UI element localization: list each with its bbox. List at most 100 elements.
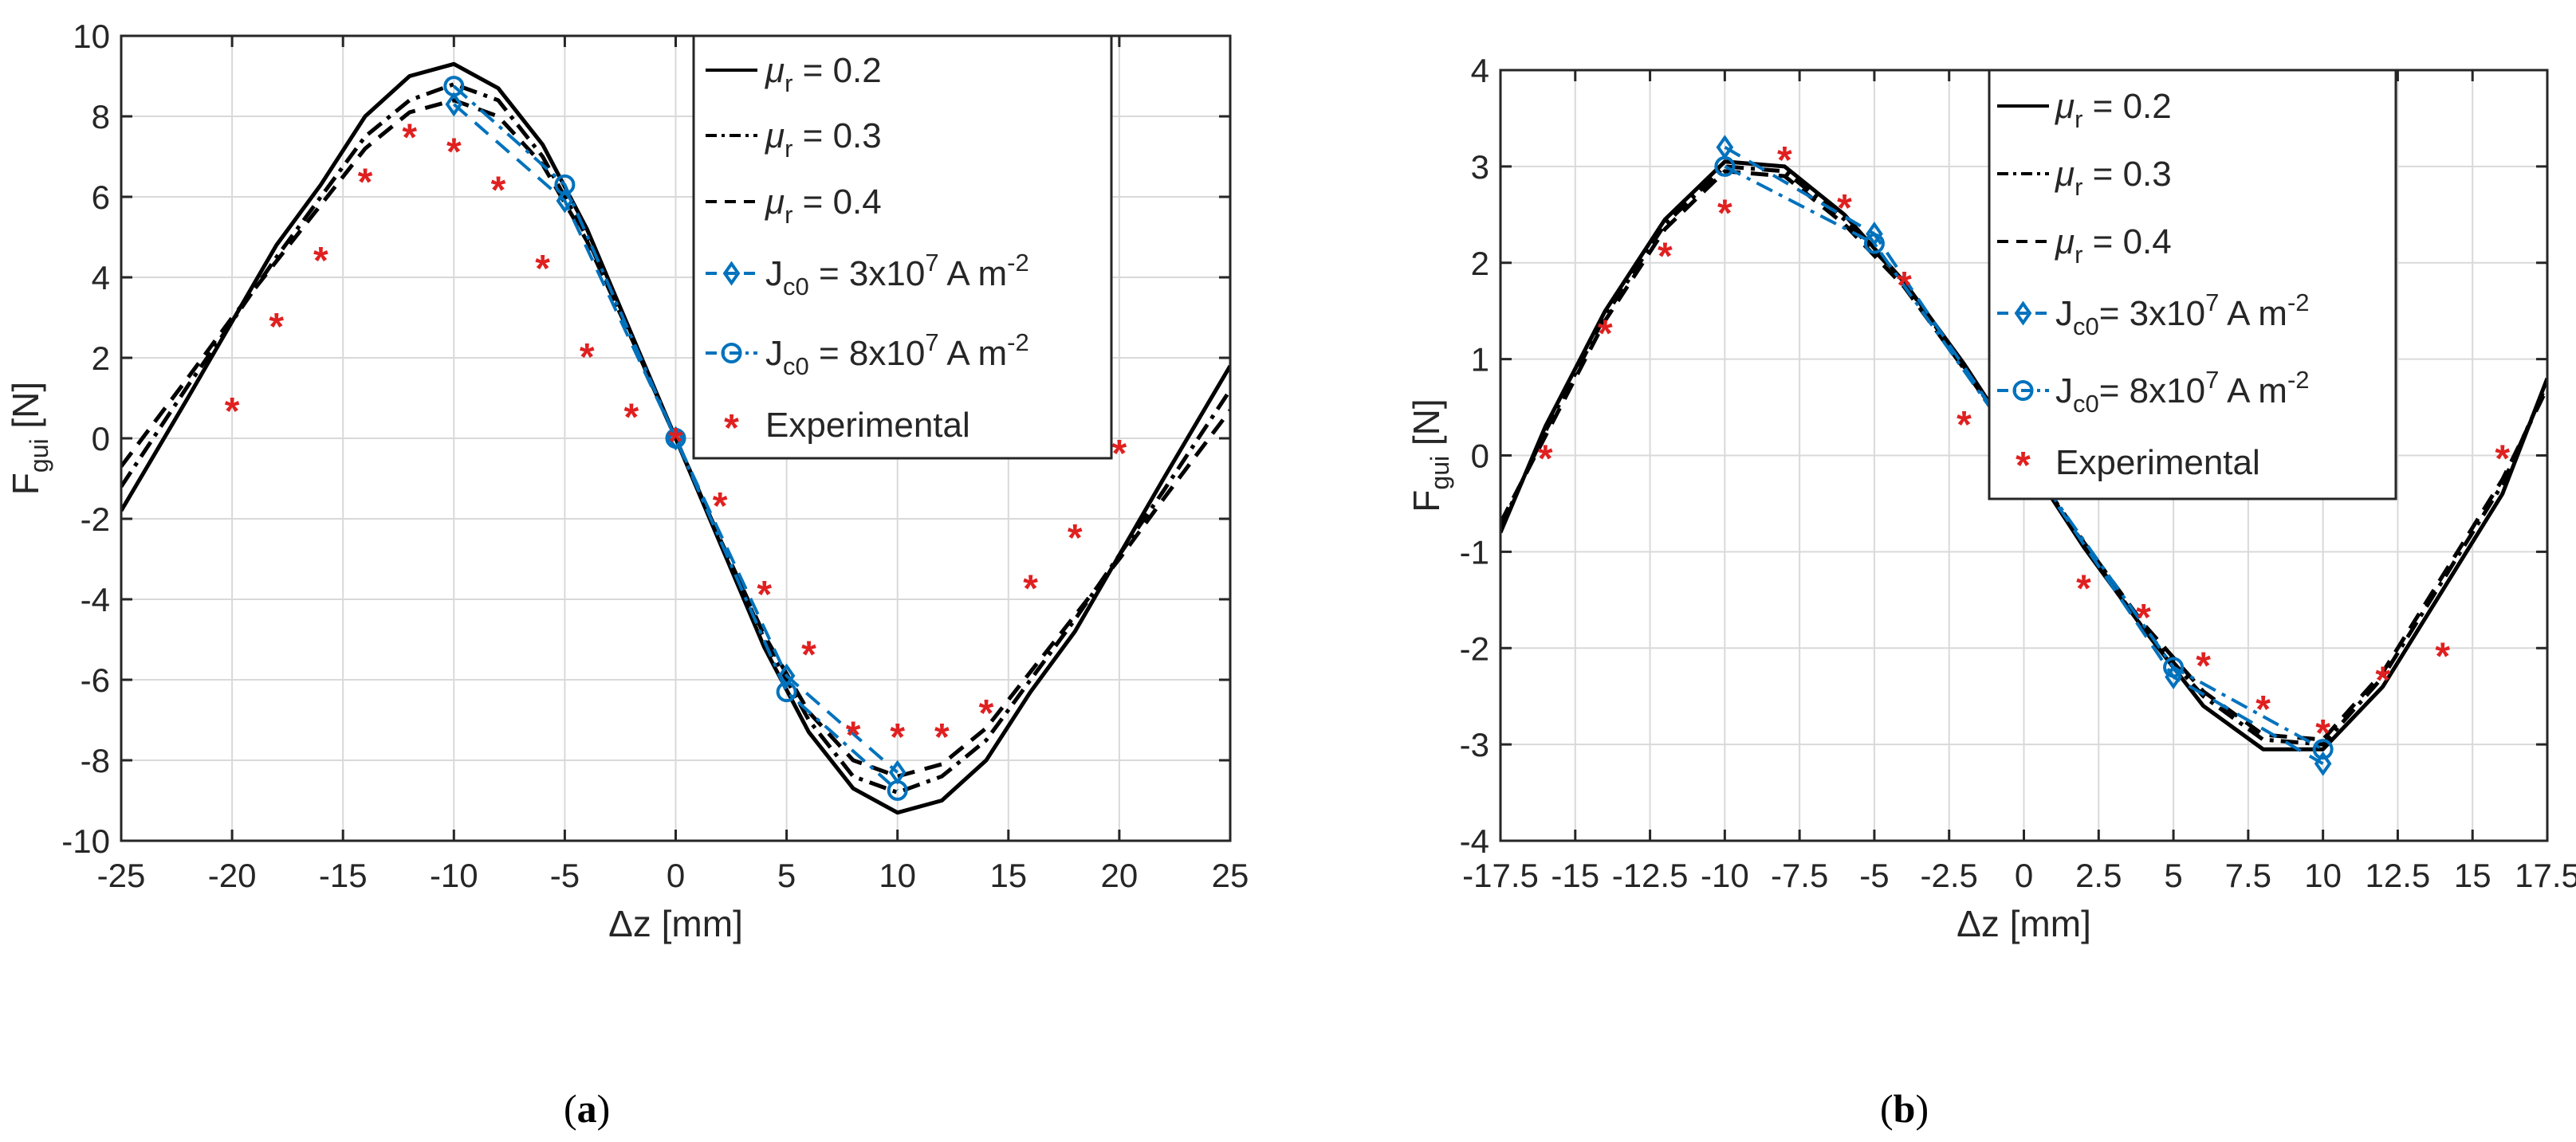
legend-item-2: μr = 0.3 — [1997, 155, 2172, 201]
legend-swatch-marker — [721, 343, 742, 363]
series-6-point: * — [2076, 568, 2091, 610]
y-tick-label: 4 — [92, 259, 110, 296]
series-6-point: * — [2375, 660, 2390, 702]
series-5-point — [665, 428, 686, 449]
y-axis-title: Fgui [N] — [5, 382, 53, 495]
x-tick-label: -10 — [430, 857, 478, 894]
legend-label-sup2: -2 — [1007, 249, 1029, 277]
series-6-point: * — [1658, 236, 1673, 278]
y-tick-label: 4 — [1471, 52, 1489, 89]
x-tick-label: -17.5 — [1462, 857, 1539, 894]
ticks: -25 -20 -15 -10 -5 0 5 10 15 20 25-10-8-6-4-202468… — [61, 18, 1249, 894]
legend-item-6: * Experimental — [724, 406, 970, 449]
legend-label-sub: r — [2075, 241, 2082, 269]
series-6-point: * — [668, 421, 683, 463]
series-6-point: * — [1538, 438, 1553, 481]
x-tick-label: 0 — [2015, 857, 2033, 894]
chart-b-svg: *****************-17.5-15-12.5-10-7.5-5-… — [1406, 52, 2576, 944]
legend-label-symbol: μ — [2055, 87, 2075, 126]
series-6-point: * — [535, 248, 550, 290]
series-6-point: * — [624, 397, 639, 439]
caption-a-letter: a — [576, 1086, 597, 1131]
y-tick-label: 0 — [1471, 438, 1489, 475]
legend-label: μr = 0.3 — [2055, 155, 2172, 201]
series-4-point — [556, 188, 574, 214]
legend-label: μr = 0.4 — [765, 182, 882, 229]
legend-label: Experimental — [765, 406, 970, 445]
x-tick-label: 10 — [879, 857, 916, 894]
series-6-point: * — [402, 117, 417, 159]
y-tick-label: -10 — [61, 822, 110, 860]
legend-item-4: Jc0= 3x107 A m-2 — [1997, 288, 2310, 340]
series-6-point: * — [846, 715, 861, 757]
legend-label-unit: A m — [2219, 371, 2287, 410]
series-6-point: * — [1023, 567, 1038, 610]
x-tick-label: 10 — [2304, 857, 2342, 894]
series-5-point — [887, 779, 908, 801]
series-5-point — [1863, 233, 1885, 254]
series-6-point: * — [2196, 645, 2211, 687]
legend-label-sup: 7 — [925, 249, 938, 277]
legend-label-sub: r — [2075, 173, 2082, 201]
y-tick-label: 2 — [92, 339, 110, 377]
series-6-point: * — [1112, 433, 1127, 475]
series-line-5 — [1724, 165, 2324, 751]
series-6-point: * — [269, 306, 284, 348]
legend-label: Jc0= 8x107 A m-2 — [2055, 366, 2310, 418]
series-5-point — [776, 681, 797, 703]
legend-label-sub: r — [785, 201, 792, 229]
legend-label-sub: c0 — [783, 352, 809, 380]
series-6-point: * — [2255, 689, 2271, 731]
y-tick-label: -6 — [81, 661, 110, 699]
chart-a: * * * * * * * * * * * * * * * * * * * * * -25 -20 -15 -10 -5 0 5 10 1… — [0, 0, 1276, 1142]
legend-label-main: J — [2055, 371, 2073, 410]
legend-label-main: J — [765, 334, 783, 373]
legend-label-sup: 7 — [925, 328, 938, 356]
y-axis-title-sub: gui — [25, 438, 53, 473]
legend-label-mid: = 3x10 — [2099, 294, 2205, 333]
series-6-point: * — [1068, 517, 1083, 559]
x-tick-label: -7.5 — [1771, 857, 1828, 894]
series-4-point — [445, 92, 463, 117]
chart-b: *****************-17.5-15-12.5-10-7.5-5-… — [1288, 0, 2576, 1142]
legend-label-symbol: μ — [2055, 155, 2075, 194]
series-6-point: * — [1717, 192, 1732, 234]
legend-label-rest: = 0.4 — [2082, 222, 2171, 261]
legend-label: Jc0 = 8x107 A m-2 — [765, 328, 1029, 380]
x-tick-label: 20 — [1101, 857, 1139, 894]
x-tick-label: -15 — [319, 857, 368, 894]
y-tick-label: 6 — [92, 179, 110, 216]
y-axis-title-main: F — [5, 473, 46, 495]
legend-item-6: * Experimental — [2016, 443, 2260, 487]
series-6-point: * — [1598, 312, 1613, 355]
legend-label-sub: c0 — [783, 273, 809, 300]
legend-label: Jc0= 3x107 A m-2 — [2055, 288, 2310, 340]
series-6-point: * — [491, 169, 506, 211]
y-tick-label: -2 — [1460, 630, 1489, 667]
legend-label-rest: = 0.4 — [792, 182, 881, 222]
legend-label-main: J — [2055, 294, 2073, 333]
y-tick-label: -3 — [1460, 726, 1489, 763]
legend-label-rest: = 0.3 — [792, 116, 881, 155]
series-group: * * * * * * * * * * * * * * * * * * * * * — [121, 61, 1230, 815]
legend-item-4: Jc0 = 3x107 A m-2 — [706, 249, 1029, 300]
legend-label-rest: = 0.2 — [2082, 87, 2171, 126]
x-tick-label: 7.5 — [2225, 857, 2271, 894]
series-6-point: * — [225, 390, 240, 433]
legend-swatch-marker — [2012, 380, 2034, 401]
legend-item-5: Jc0 = 8x107 A m-2 — [706, 328, 1029, 380]
series-6-point: * — [2315, 712, 2330, 755]
series-5-point — [2163, 657, 2185, 678]
ticks: -17.5 -15 -12.5 -10 -7.5 -5 -2.5 0 2.5 5 7.5 10 12.5… — [1460, 52, 2576, 894]
series-6-point: * — [580, 336, 595, 379]
y-tick-label: 3 — [1471, 148, 1489, 186]
series-5-point — [1714, 155, 1736, 177]
legend-item-2: μr = 0.3 — [706, 116, 882, 163]
series-4-point — [777, 663, 796, 689]
series-6-point: * — [446, 131, 462, 173]
legend-item-3: μr = 0.4 — [706, 182, 882, 229]
y-axis-title-unit: [N] — [1406, 398, 1447, 456]
y-axis-title-unit: [N] — [5, 382, 46, 439]
legend-box — [692, 34, 1113, 460]
